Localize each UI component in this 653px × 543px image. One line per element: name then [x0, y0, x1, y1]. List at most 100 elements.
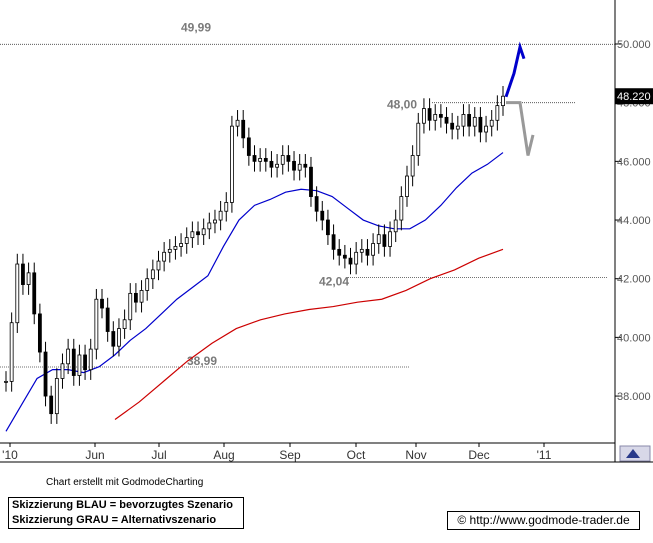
- candle-body: [393, 219, 398, 233]
- candle-body: [252, 155, 257, 162]
- scenario-sketches: [504, 41, 535, 156]
- x-tick-label: Dec: [468, 448, 489, 462]
- price-tag-box: [615, 88, 653, 105]
- legend-blue: Skizzierung BLAU = bevorzugtes Szenario: [12, 499, 233, 511]
- x-tick-label: '10: [2, 448, 18, 462]
- legend-grey: Skizzierung GRAU = Alternativszenario: [12, 514, 217, 526]
- x-tick-label: Sep: [279, 448, 301, 462]
- candle-body: [371, 243, 376, 256]
- x-axis-ticks: '10 Jun Jul Aug Sep Oct Nov Dec '11: [2, 443, 552, 462]
- x-tick-label: Jun: [85, 448, 104, 462]
- candle-body: [179, 243, 183, 247]
- candle-body: [467, 114, 472, 127]
- candle-body: [111, 331, 116, 347]
- candle-body: [230, 125, 234, 203]
- y-tick-label: 46.000: [617, 156, 651, 168]
- x-tick-label: Jul: [151, 448, 166, 462]
- candle-body: [365, 248, 370, 256]
- candle-body: [184, 237, 189, 244]
- candle-body: [444, 116, 449, 124]
- candle-body: [128, 292, 133, 321]
- candle-body: [9, 322, 14, 382]
- x-tick-label: Nov: [405, 448, 426, 462]
- blue-ma-line: [5, 152, 504, 432]
- candle-body: [292, 160, 296, 171]
- candle-body: [105, 307, 110, 332]
- candle-body: [416, 122, 421, 156]
- candle-body: [399, 196, 404, 221]
- x-tick-label: Oct: [347, 448, 366, 462]
- y-tick-label: 50.000: [617, 39, 651, 51]
- candle-body: [246, 137, 251, 156]
- candle-body: [342, 254, 347, 259]
- candle-body: [213, 219, 217, 224]
- candle-body: [303, 163, 308, 168]
- candle-body: [501, 95, 505, 107]
- candle-body: [461, 114, 466, 127]
- candle-body: [314, 196, 319, 212]
- candle-body: [83, 354, 87, 371]
- candle-body: [241, 119, 246, 139]
- candle-body: [263, 158, 268, 162]
- candle-body: [337, 248, 342, 256]
- candle-body: [331, 234, 336, 250]
- candle-body: [156, 260, 161, 271]
- candle-body: [382, 234, 387, 247]
- candle-body: [405, 175, 409, 197]
- candle-body: [133, 292, 138, 303]
- x-tick-label: '11: [537, 448, 552, 462]
- candle-body: [122, 319, 127, 329]
- candle-body: [145, 278, 150, 291]
- candle-body: [4, 380, 8, 383]
- candle-body: [201, 228, 206, 236]
- price-tag-label: 48.220: [617, 91, 651, 103]
- blue-moving-average: [5, 152, 504, 432]
- red-moving-average: [114, 248, 504, 421]
- candle-body: [269, 160, 274, 168]
- candle-body: [410, 155, 415, 177]
- x-tick-label: Aug: [213, 448, 234, 462]
- red-ma-line: [114, 248, 504, 421]
- candle-body: [49, 395, 54, 415]
- candle-body: [162, 251, 167, 262]
- last-price-tag: 48.220: [615, 88, 653, 105]
- candle-body: [32, 272, 37, 315]
- candle-body: [275, 163, 279, 168]
- candle-body: [280, 155, 285, 165]
- y-tick-label: 42.000: [617, 274, 651, 286]
- y-axis-ticks: 38.00040.00042.00044.00046.00048.00050.0…: [615, 39, 651, 403]
- y-tick-label: 40.000: [617, 332, 651, 344]
- chart-nav-button[interactable]: [619, 445, 651, 462]
- candle-body: [224, 202, 229, 212]
- candle-body: [139, 290, 144, 303]
- candle-body: [21, 263, 25, 285]
- candle-body: [478, 116, 483, 133]
- candle-body: [207, 222, 212, 230]
- candle-body: [218, 210, 223, 221]
- candle-body: [43, 351, 48, 397]
- candle-body: [495, 105, 500, 121]
- grey-scenario: [506, 101, 535, 156]
- website-link[interactable]: © http://www.godmode-trader.de: [447, 511, 640, 530]
- candle-body: [484, 125, 488, 133]
- candle-body: [258, 158, 263, 162]
- candle-body: [309, 166, 313, 197]
- candle-body: [54, 378, 59, 415]
- candle-body: [117, 328, 121, 347]
- candle-body: [196, 231, 200, 236]
- candle-body: [388, 231, 392, 247]
- candle-body: [71, 348, 76, 376]
- candle-body: [235, 119, 240, 127]
- level-label: 38,99: [187, 354, 217, 368]
- y-tick-label: 38.000: [617, 391, 651, 403]
- candle-body: [286, 155, 291, 162]
- candle-body: [173, 246, 178, 250]
- candle-body: [15, 263, 20, 324]
- candle-body: [354, 251, 359, 265]
- candle-body: [422, 108, 426, 124]
- chart-credit: Chart erstellt mit GodmodeCharting: [46, 477, 204, 488]
- candle-body: [359, 248, 364, 253]
- candle-body: [376, 234, 381, 244]
- candle-body: [60, 363, 65, 379]
